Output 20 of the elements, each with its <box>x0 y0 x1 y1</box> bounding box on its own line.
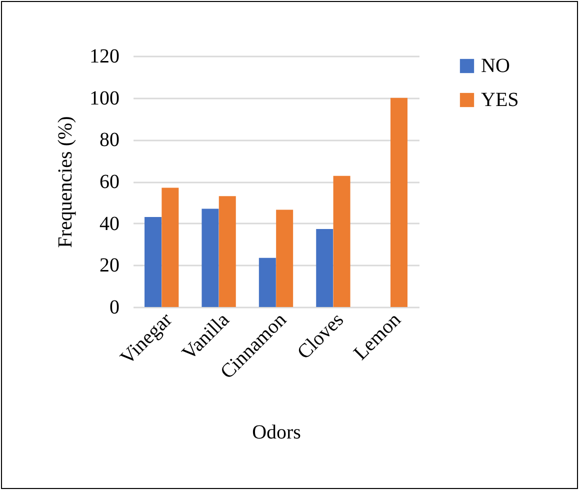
bar <box>218 196 236 307</box>
y-axis-title: Frequencies (%) <box>54 116 76 248</box>
y-tick-label: 20 <box>100 254 120 277</box>
bar <box>258 258 276 307</box>
bar <box>144 217 162 307</box>
bar <box>202 208 219 307</box>
bar <box>316 228 334 307</box>
y-tick-label: 40 <box>100 212 120 235</box>
bar <box>390 98 408 307</box>
x-axis-title: Odors <box>252 422 302 444</box>
bar <box>162 188 179 307</box>
y-tick-label: 120 <box>90 46 120 68</box>
bar <box>333 176 350 307</box>
legend-label: YES <box>481 89 519 111</box>
y-tick-label: 60 <box>100 171 120 193</box>
legend-label: NO <box>481 55 510 77</box>
bar <box>276 210 294 307</box>
y-tick-label: 80 <box>100 129 120 152</box>
y-tick-label: 100 <box>90 87 120 110</box>
y-tick-label: 0 <box>110 296 120 318</box>
